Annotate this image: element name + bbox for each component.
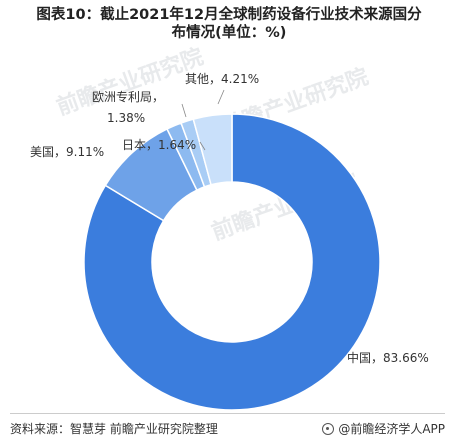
source-note: 资料来源：智慧芽 前瞻产业研究院整理 (10, 422, 218, 436)
slice-label: 欧洲专利局， 1.38% (92, 89, 164, 125)
donut-slice (83, 113, 381, 410)
footer-divider (10, 413, 445, 414)
leader-lines (181, 89, 225, 151)
donut-slice (192, 113, 233, 186)
chart-title-line1: 图表10：截止2021年12月全球制药设备行业技术来源国分 (36, 7, 422, 23)
leader-line (217, 89, 225, 105)
donut-slices (83, 113, 381, 410)
slice-label: 其他，4.21% (185, 72, 259, 86)
leader-line (181, 103, 187, 118)
slice-label: 中国，83.66% (347, 350, 429, 365)
chart-title: 图表10：截止2021年12月全球制药设备行业技术来源国分 布情况(单位：%) (14, 6, 444, 42)
slice-labels: 中国，83.66% 美国，9.11% 日本，1.64% 欧洲专利局， 1.38% 其他，4… (30, 72, 429, 365)
brand-logo-icon (322, 422, 335, 435)
chart-title-line2: 布情况(单位：%) (171, 25, 287, 41)
brand-text: @前瞻经济学人APP (338, 422, 445, 436)
slice-label: 美国，9.11% (30, 145, 104, 159)
slice-label: 日本，1.64% (122, 138, 196, 152)
leader-line (199, 141, 206, 151)
brand-credit: @前瞻经济学人APP (322, 420, 445, 437)
